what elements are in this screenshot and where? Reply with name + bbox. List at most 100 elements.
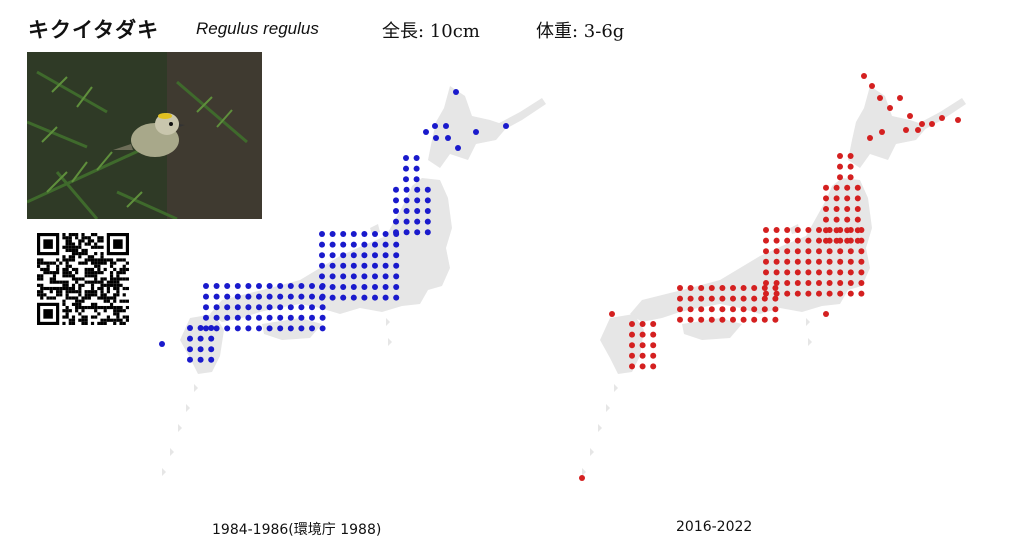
distribution-dot — [784, 269, 791, 276]
distribution-dot — [763, 290, 769, 297]
distribution-dot — [837, 280, 844, 286]
distribution-dot — [403, 165, 409, 172]
distribution-dot — [403, 218, 410, 225]
qr-module — [65, 267, 69, 272]
qr-module — [65, 274, 69, 278]
land-shape — [386, 318, 390, 326]
qr-module — [37, 258, 41, 262]
distribution-dot — [823, 195, 829, 202]
qr-module — [52, 286, 57, 291]
distribution-dot — [266, 325, 273, 332]
distribution-dot — [298, 325, 305, 332]
qr-module — [78, 302, 82, 306]
qr-module — [125, 318, 129, 322]
qr-module — [97, 305, 101, 310]
qr-module — [68, 318, 72, 322]
qr-module — [81, 283, 85, 287]
qr-module — [75, 305, 79, 310]
qr-module — [103, 309, 107, 313]
distribution-dot — [208, 325, 215, 331]
distribution-dot — [245, 325, 252, 332]
qr-module — [75, 236, 79, 240]
qr-module — [100, 261, 104, 265]
qr-module — [71, 318, 76, 322]
distribution-dot — [837, 153, 843, 159]
qr-module — [84, 236, 88, 240]
qr-module — [116, 271, 120, 275]
distribution-dot — [919, 121, 925, 127]
distribution-dot — [763, 269, 769, 276]
land-shape — [490, 98, 546, 132]
distribution-dot — [393, 218, 399, 225]
land-shape — [600, 314, 644, 374]
qr-module — [122, 321, 126, 325]
distribution-dot — [650, 331, 657, 338]
qr-module — [37, 293, 41, 297]
qr-module — [71, 315, 76, 319]
distribution-dot — [203, 283, 209, 289]
qr-module — [62, 255, 66, 259]
distribution-dot — [915, 127, 921, 133]
qr-module — [106, 290, 110, 294]
distribution-dot — [213, 314, 220, 321]
qr-module — [103, 258, 107, 262]
qr-module — [109, 283, 114, 287]
qr-module — [68, 245, 72, 249]
distribution-dot — [751, 285, 758, 291]
qr-module — [62, 286, 66, 291]
distribution-dot — [309, 293, 315, 300]
distribution-dot — [772, 316, 779, 323]
distribution-dot — [844, 195, 851, 202]
qr-module — [84, 321, 88, 325]
distribution-dot — [833, 184, 840, 191]
distribution-dot — [256, 304, 262, 311]
qr-module — [122, 293, 126, 297]
distribution-dot — [197, 335, 204, 342]
qr-module — [56, 280, 60, 284]
qr-module — [78, 261, 82, 265]
land-shape — [682, 318, 742, 340]
qr-module — [119, 321, 123, 325]
qr-module — [119, 283, 123, 287]
qr-module — [71, 255, 76, 259]
distribution-dot — [816, 280, 822, 286]
qr-module — [125, 267, 129, 272]
qr-code[interactable] — [37, 233, 129, 325]
distribution-dot — [794, 258, 801, 265]
qr-module — [46, 261, 50, 265]
qr-module — [109, 302, 114, 306]
distribution-dot — [197, 356, 204, 363]
distribution-dot — [298, 293, 305, 300]
qr-module — [100, 318, 104, 322]
distribution-dot — [837, 290, 844, 297]
distribution-dot — [329, 273, 336, 280]
distribution-dot — [340, 294, 347, 301]
qr-module — [81, 277, 85, 281]
qr-module — [52, 274, 57, 278]
qr-module — [81, 296, 85, 300]
qr-module — [113, 318, 117, 322]
qr-module — [78, 318, 82, 322]
distribution-dot — [708, 306, 715, 313]
qr-module — [78, 277, 82, 281]
distribution-dot — [443, 123, 449, 129]
qr-module — [71, 283, 76, 287]
distribution-dot — [805, 290, 812, 297]
distribution-dot — [208, 346, 215, 353]
distribution-dot — [256, 314, 262, 321]
qr-module — [100, 258, 104, 262]
qr-module — [94, 277, 98, 281]
distribution-dot — [784, 258, 791, 265]
distribution-dot — [213, 325, 220, 332]
distribution-dot — [826, 248, 833, 255]
distribution-dot — [393, 294, 400, 301]
qr-module — [71, 245, 76, 249]
qr-module — [125, 261, 129, 265]
qr-module — [106, 280, 110, 284]
distribution-dot — [847, 290, 854, 297]
distribution-dot — [677, 295, 683, 302]
qr-module — [78, 312, 82, 316]
qr-module — [68, 255, 72, 259]
qr-module — [122, 267, 126, 272]
qr-module — [37, 261, 41, 265]
